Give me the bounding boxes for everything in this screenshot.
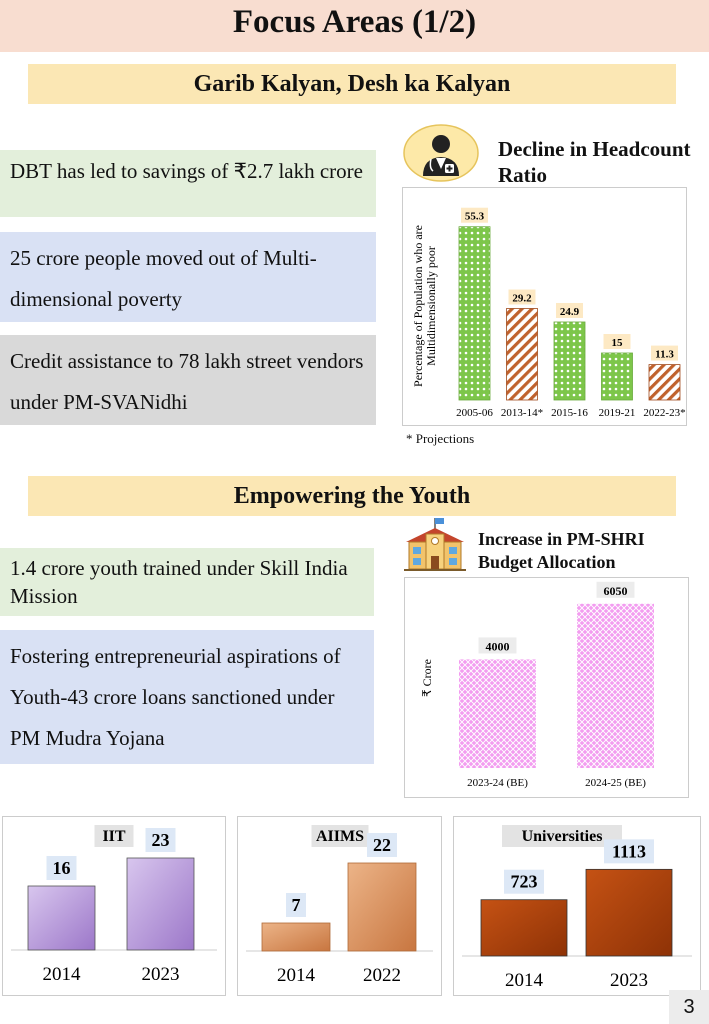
doctor-icon [403,124,479,182]
page-title: Focus Areas (1/2) [232,4,477,40]
chart1-category-label: 2005-06 [456,407,493,419]
mini-chart-category-label: 2014 [505,970,544,991]
chart1-category-label: 2022-23* [643,407,685,419]
mini-chart-title-bg [94,825,134,847]
pm-shri-budget-chart: ₹ Crore 4000 2023-24 (BE) 6050 2024-25 (BE) [420,581,654,789]
chart2-category-label: 2023-24 (BE) [467,777,528,789]
mini-chart-title: Universities [522,828,603,845]
mini-chart-title: IIT [102,828,125,845]
mini-chart-title: AIIMS [316,828,364,845]
chart1-y-axis-label: Percentage of Population who areMultidim… [411,225,438,387]
chart2-data-label: 6050 [604,584,628,598]
chart1-data-label: 24.9 [560,306,580,318]
point-dbt-savings: DBT has led to savings of ₹2.7 lakh cror… [0,150,376,217]
mini-chart-bar [126,857,195,951]
mini-chart-data-label: 16 [53,858,71,878]
mini-chart-title-bg [502,825,622,847]
chart2-bar [577,603,654,768]
section-heading-youth: Empowering the Youth [28,476,676,516]
chart2-data-label-bg [478,637,517,654]
chart1-data-label-bg [603,334,631,349]
chart1-data-label: 55.3 [465,211,485,223]
mini-chart-data-label: 723 [511,872,538,892]
mini-chart-category-label: 2014 [277,965,316,986]
chart2-data-label-bg [596,581,635,598]
chart1-bar [601,352,633,401]
chart2-category-label: 2024-25 (BE) [585,777,646,789]
mini-chart-category-label: 2022 [363,965,401,986]
mini-chart-bar [480,899,568,957]
chart2-y-axis-label: ₹ Crore [420,659,434,697]
chart1-data-label: 15 [612,337,624,349]
chart1-data-label: 11.3 [655,349,674,361]
mini-chart-category-label: 2023 [142,964,180,985]
point-multidimensional-poverty: 25 crore people moved out of Multi-dimen… [0,232,376,322]
iit-chart: IIT 16 2014 23 2023 [11,825,217,985]
chart1-data-label-bg [508,289,536,305]
mini-chart-data-label: 22 [373,835,391,855]
chart1-bar [506,308,538,401]
chart1-data-label-bg [461,207,488,223]
chart1-data-label: 29.2 [512,293,532,305]
point-street-vendors: Credit assistance to 78 lakh street vend… [0,335,376,425]
mini-chart-data-label-bg [145,828,176,852]
title-bar [0,0,709,52]
section-heading-garib-kalyan: Garib Kalyan, Desh ka Kalyan [28,64,676,104]
chart1-bar [458,226,491,401]
mini-chart-data-label: 7 [292,895,301,915]
point-skill-india: 1.4 crore youth trained under Skill Indi… [0,548,374,616]
mini-chart-data-label: 1113 [612,841,646,861]
chart1-title: Decline in Headcount Ratio [498,137,691,188]
point-mudra-yojana: Fostering entrepreneurial aspirations of… [0,630,374,764]
chart1-frame: Percentage of Population who areMultidim… [402,187,687,426]
chart1-category-label: 2015-16 [551,407,588,419]
universities-chart: Universities 723 2014 1113 2023 [462,825,692,991]
chart2-data-label: 4000 [486,639,510,653]
mini-chart-data-label-bg [367,833,397,857]
mini-chart-data-label-bg [286,893,306,917]
chart1-bar [553,321,586,401]
mini-chart-bar [27,885,96,951]
mini-chart-data-label-bg [504,869,544,894]
chart1-category-label: 2019-21 [599,407,636,419]
chart1-bar [648,364,681,401]
mini-chart-bar [347,862,417,952]
aiims-chart: AIIMS 7 2014 22 2022 [246,825,433,986]
headcount-ratio-chart: Percentage of Population who areMultidim… [411,207,686,419]
chart1-data-label-bg [651,345,678,361]
chart1-footnote: * Projections [406,431,475,446]
mini-chart-data-label: 23 [152,830,170,850]
mini-chart-category-label: 2014 [43,964,82,985]
school-building-icon [404,516,466,571]
mini-chart-title-bg [311,825,369,847]
chart2-bar [459,659,536,768]
universities-chart-frame: Universities 723 2014 1113 2023 [453,816,701,996]
chart2-title: Increase in PM-SHRI Budget Allocation [478,529,645,572]
chart2-frame: ₹ Crore 4000 2023-24 (BE) 6050 2024-25 (BE) [404,577,689,798]
mini-chart-data-label-bg [604,839,654,864]
mini-chart-data-label-bg [46,856,77,880]
mini-chart-bar [261,922,331,952]
mini-chart-category-label: 2023 [610,970,648,991]
chart1-category-label: 2013-14* [501,407,543,419]
iit-chart-frame: IIT 16 2014 23 2023 [2,816,226,996]
chart1-data-label-bg [556,302,583,318]
mini-chart-bar [585,868,673,957]
aiims-chart-frame: AIIMS 7 2014 22 2022 [237,816,442,996]
page-number: 3 [669,990,709,1024]
